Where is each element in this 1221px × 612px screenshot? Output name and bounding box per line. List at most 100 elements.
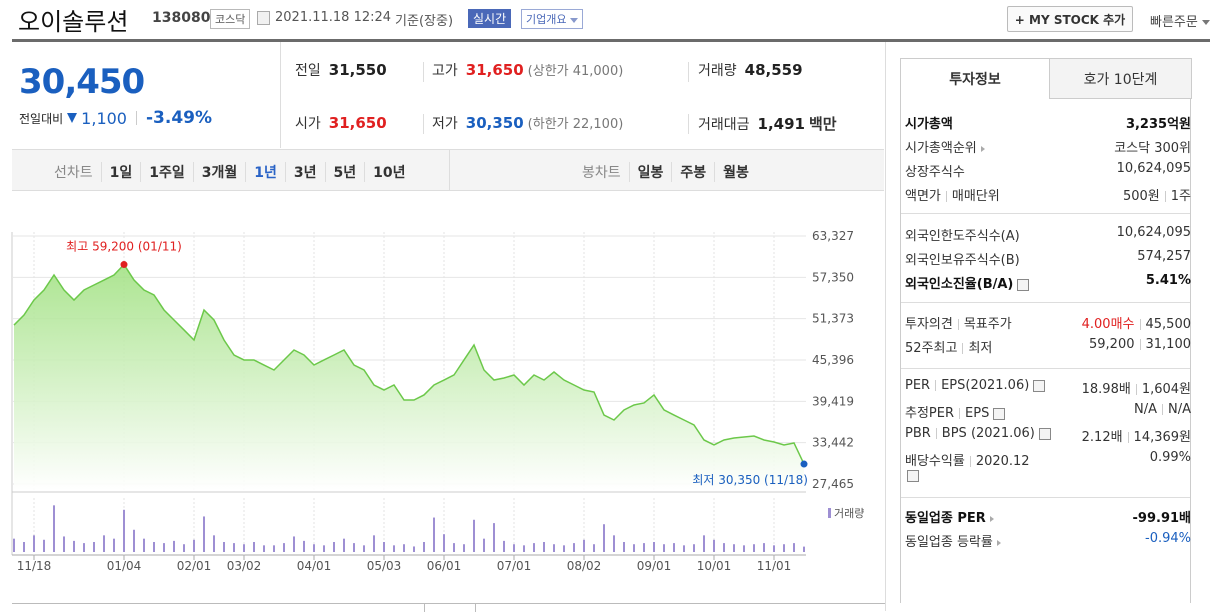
label-part: 외국인소진율(B/A) xyxy=(905,277,1014,292)
volume-bar xyxy=(283,543,285,552)
info-label: 52주최고 최저 xyxy=(905,337,992,356)
info-row: 외국인소진율(B/A) 5.41% xyxy=(905,273,1191,292)
header-rule xyxy=(12,39,1210,42)
volume-bar xyxy=(213,535,215,552)
divider xyxy=(688,114,689,134)
separator xyxy=(935,428,937,439)
y-tick-label: 51,373 xyxy=(812,312,854,326)
label-part: 상장주식수 xyxy=(905,165,965,180)
label-part: PER xyxy=(905,378,931,393)
period-option[interactable]: 1주일 xyxy=(140,162,193,182)
volume-bar xyxy=(703,535,705,552)
extreme-dot xyxy=(800,460,808,468)
info-label: 배당수익률 2020.12 xyxy=(905,450,1030,469)
info-label: 시가총액 xyxy=(905,113,953,132)
info-row: 액면가 매매단위 500원 1주 xyxy=(905,185,1191,204)
volume-bar xyxy=(663,544,665,552)
volume-bar xyxy=(173,540,175,552)
info-label: 외국인소진율(B/A) xyxy=(905,273,1030,292)
market-badge: 코스닥 xyxy=(210,9,251,29)
period-option[interactable]: 일봉 xyxy=(628,162,672,182)
y-tick-label: 57,350 xyxy=(812,270,854,284)
volume-bar xyxy=(583,539,585,552)
label-part: 추정PER xyxy=(905,406,955,421)
volume-bar xyxy=(573,543,575,552)
realtime-badge[interactable]: 실시간 xyxy=(468,9,512,28)
info-row: 투자의견 목표주가 4.00매수 45,500 xyxy=(905,313,1191,332)
volume-bar xyxy=(593,544,595,552)
company-info-button[interactable]: 기업개요 xyxy=(521,9,584,29)
quote-unit: 백만 xyxy=(808,115,837,133)
info-label: 시가총액순위 xyxy=(905,137,985,156)
info-label: 액면가 매매단위 xyxy=(905,185,1000,204)
info-label: 외국인한도주식수(A) xyxy=(905,225,1020,244)
volume-bar xyxy=(433,517,435,552)
info-row: 동일업종 등락률 -0.94% xyxy=(905,531,1191,550)
label-part: 액면가 xyxy=(905,189,941,204)
label-part: 매매단위 xyxy=(951,189,1000,204)
volume-bar xyxy=(423,542,425,552)
label-part: 목표주가 xyxy=(963,317,1012,332)
volume-bar xyxy=(463,544,465,552)
volume-bar xyxy=(613,535,615,552)
value-part: 코스닥 300위 xyxy=(1114,141,1191,156)
separator xyxy=(959,408,961,419)
volume-bar xyxy=(563,545,565,552)
price-line xyxy=(13,263,805,465)
x-tick-label: 04/01 xyxy=(297,559,332,573)
company-info-label: 기업개요 xyxy=(526,13,567,26)
period-option[interactable]: 5년 xyxy=(324,162,365,182)
change-rate: -3.49% xyxy=(145,108,213,128)
scroll-handle[interactable] xyxy=(424,603,476,612)
quick-order[interactable]: 빠른주문 xyxy=(1150,11,1210,30)
label-part: 2020.12 xyxy=(975,454,1030,469)
volume-bar xyxy=(293,536,295,552)
basis: 기준(장중) xyxy=(395,14,454,29)
value-part: 59,200 xyxy=(1089,337,1135,352)
stock-name: 오이솔루션 xyxy=(18,8,129,36)
tab[interactable]: 호가 10단계 xyxy=(1049,58,1192,99)
info-value: 4.00매수 45,500 xyxy=(1082,313,1191,332)
value-part: -0.94% xyxy=(1145,531,1191,546)
tab-active[interactable]: 투자정보 xyxy=(900,58,1050,99)
y-tick-label: 63,327 xyxy=(812,229,854,243)
quote-cell: 고가 31,650 (상한가 41,000) xyxy=(432,60,623,80)
info-value: N/A N/A xyxy=(1134,402,1191,421)
volume-bar xyxy=(323,545,325,552)
volume-bar xyxy=(203,516,205,552)
value-part: 10,624,095 xyxy=(1116,225,1191,240)
quote-cell: 저가 30,350 (하한가 22,100) xyxy=(432,113,623,133)
volume-bar xyxy=(693,544,695,552)
help-icon xyxy=(993,407,1006,420)
info-row: 외국인한도주식수(A) 10,624,095 xyxy=(905,225,1191,244)
mystock-button[interactable]: + MY STOCK 추가 xyxy=(1007,6,1133,32)
divider xyxy=(688,62,689,82)
divider xyxy=(423,114,424,134)
separator xyxy=(1127,432,1129,443)
period-option[interactable]: 월봉 xyxy=(714,162,757,182)
quote-cell: 거래대금 1,491 백만 xyxy=(698,113,837,134)
quote-label: 거래대금 xyxy=(698,117,750,133)
separator xyxy=(935,380,937,391)
period-option[interactable]: 10년 xyxy=(364,162,413,182)
x-tick-label: 10/01 xyxy=(697,559,732,573)
chart: 27,465 33,442 39,419 45,396 51,373 57,350 63,3… xyxy=(11,229,864,573)
label-part: BPS (2021.06) xyxy=(941,426,1035,441)
value-part: 500원 xyxy=(1122,189,1160,204)
period-option[interactable]: 3년 xyxy=(284,162,325,182)
period-label: 봉차트 xyxy=(582,165,621,181)
period-option[interactable]: 1일 xyxy=(100,162,141,182)
volume-bar xyxy=(43,539,45,552)
period-option[interactable]: 3개월 xyxy=(192,162,246,182)
label-part: 투자의견 xyxy=(905,317,953,332)
volume-bar xyxy=(113,538,115,552)
volume-bar xyxy=(133,529,135,552)
period-option[interactable]: 주봉 xyxy=(671,162,714,182)
volume-bar xyxy=(443,534,445,552)
label-part: PBR xyxy=(905,426,931,441)
quote-value: 48,559 xyxy=(744,61,803,79)
value-part: 14,369원 xyxy=(1133,430,1191,445)
group-divider xyxy=(901,497,1190,498)
period-option[interactable]: 1년 xyxy=(245,162,285,182)
price-change: 전일대비 1,100 -3.49% xyxy=(19,108,212,128)
